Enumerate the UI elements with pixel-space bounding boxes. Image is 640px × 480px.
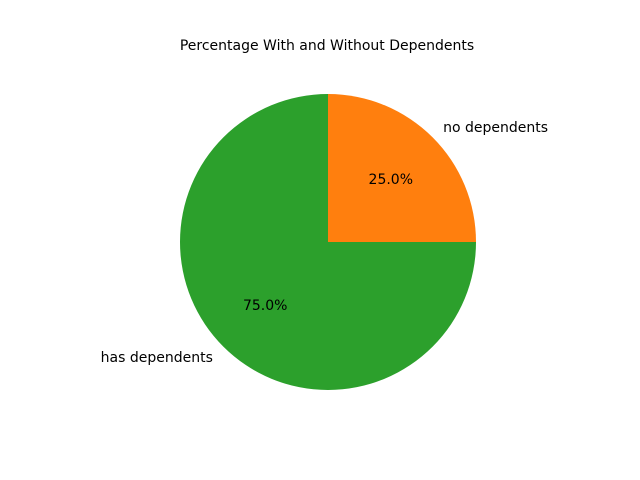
pie-slice-has-dependents — [180, 94, 476, 390]
pie-labels: no dependents 25.0% has dependents 75.0% — [101, 120, 548, 366]
slice-label: has dependents — [101, 350, 213, 366]
slice-percent-label: 25.0% — [369, 172, 413, 188]
pie-slices — [180, 94, 476, 390]
chart-title: Percentage With and Without Dependents — [180, 38, 474, 54]
slice-percent-label: 75.0% — [243, 298, 287, 314]
pie-slice-no-dependents — [328, 94, 476, 242]
slice-label: no dependents — [443, 120, 548, 136]
